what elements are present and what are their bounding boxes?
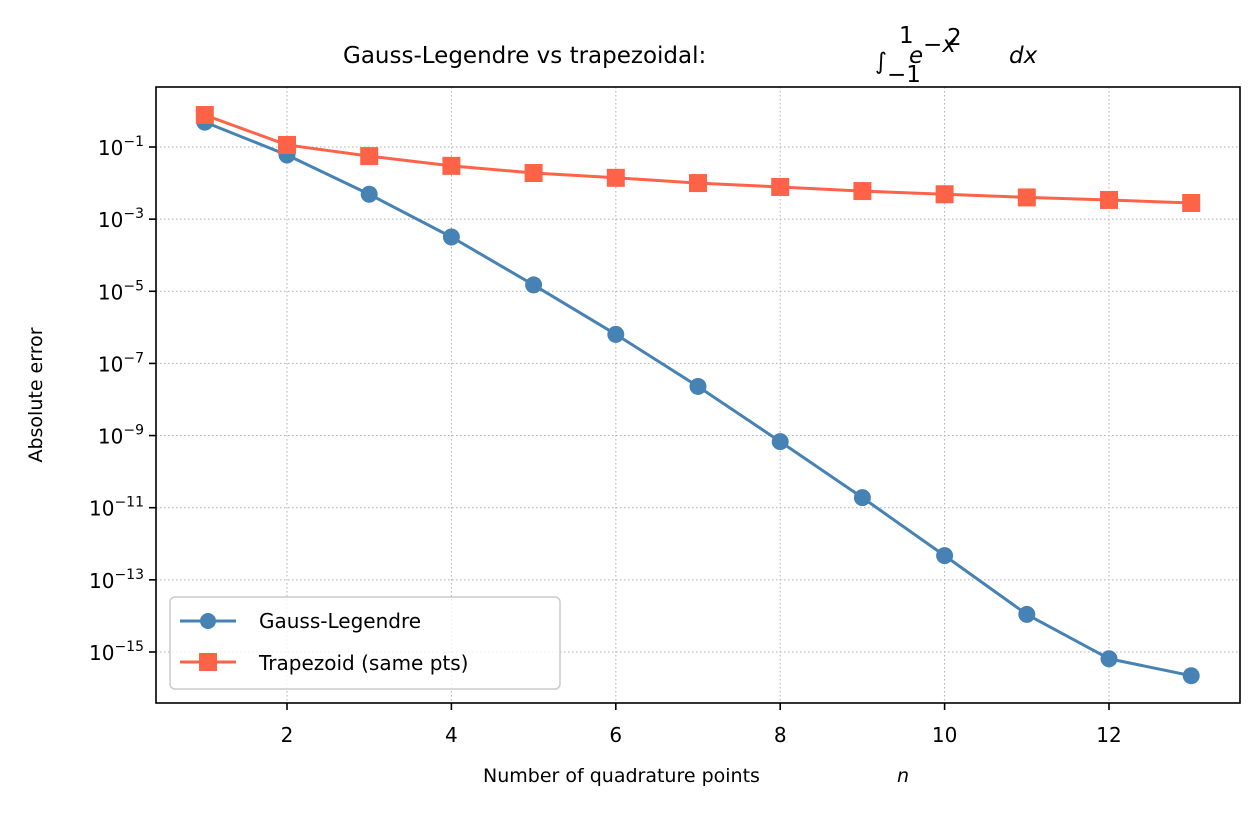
y-tick-label: 10−3 <box>98 206 144 232</box>
y-tick-label: 10−15 <box>89 639 144 665</box>
title-integral-upper: 1 <box>899 23 914 49</box>
title-exponent: −x <box>923 32 956 58</box>
circle-marker-icon <box>200 613 216 629</box>
x-axis-ticks: 2 4 6 8 10 12 <box>281 703 1122 747</box>
y-tick-label: 10−7 <box>98 350 144 376</box>
x-tick-label: 6 <box>609 723 622 747</box>
square-marker-icon <box>606 168 625 187</box>
square-marker-icon <box>195 106 214 125</box>
title-integral-lower: −1 <box>887 62 921 88</box>
y-tick-label: 10−9 <box>98 423 144 449</box>
title-exponent-power: 2 <box>947 25 962 51</box>
x-tick-label: 12 <box>1096 723 1121 747</box>
y-tick-label: 10−5 <box>98 278 144 304</box>
plot-series <box>195 106 1201 685</box>
square-marker-icon <box>771 177 790 196</box>
y-tick-label: 10−1 <box>98 134 144 160</box>
circle-marker-icon <box>442 228 460 246</box>
legend: Gauss-Legendre Trapezoid (same pts) <box>169 596 561 690</box>
title-integral-sign: ∫ <box>875 49 887 75</box>
circle-marker-icon <box>607 325 625 343</box>
circle-marker-icon <box>525 276 543 294</box>
x-tick-label: 4 <box>445 723 458 747</box>
square-marker-icon <box>199 653 217 671</box>
x-axis-label-text: Number of quadrature points <box>483 765 760 787</box>
square-marker-icon <box>360 147 379 166</box>
chart-title: Gauss-Legendre vs trapezoidal: ∫ 1 −1 e … <box>343 23 1038 88</box>
square-marker-icon <box>1182 194 1201 213</box>
x-tick-label: 10 <box>932 723 957 747</box>
square-marker-icon <box>1100 190 1118 209</box>
title-base: e <box>909 43 923 69</box>
series-trapezoid <box>195 106 1201 213</box>
title-text: Gauss-Legendre vs trapezoidal: <box>343 43 706 69</box>
legend-label-gauss: Gauss-Legendre <box>259 609 421 633</box>
circle-marker-icon <box>936 547 954 565</box>
legend-box <box>169 596 561 690</box>
x-tick-label: 8 <box>774 723 787 747</box>
circle-marker-icon <box>360 185 378 203</box>
circle-marker-icon <box>771 433 789 451</box>
title-differential: dx <box>1009 43 1038 69</box>
x-axis-label: Number of quadrature points n <box>483 765 909 787</box>
y-tick-label: 10−11 <box>89 495 144 521</box>
square-marker-icon <box>689 174 707 193</box>
y-axis-ticks: 10−1 10−3 10−5 10−7 10−9 10−11 10−13 10−15 <box>89 134 156 665</box>
legend-item-trapezoid: Trapezoid (same pts) <box>180 651 468 675</box>
circle-marker-icon <box>853 489 871 507</box>
circle-marker-icon <box>689 377 707 395</box>
square-marker-icon <box>524 164 543 183</box>
circle-marker-icon <box>1182 667 1200 685</box>
legend-item-gauss: Gauss-Legendre <box>180 609 421 633</box>
square-marker-icon <box>278 135 296 154</box>
plot-frame <box>155 86 1241 704</box>
square-marker-icon <box>853 182 872 201</box>
circle-marker-icon <box>1018 605 1036 623</box>
series-line <box>204 120 1192 678</box>
x-axis-label-var: n <box>897 765 909 787</box>
series-gauss-legendre <box>196 113 1200 685</box>
x-tick-label: 2 <box>281 723 294 747</box>
square-marker-icon <box>442 156 461 175</box>
circle-marker-icon <box>1100 650 1118 668</box>
legend-label-trapezoid: Trapezoid (same pts) <box>258 651 468 675</box>
y-tick-label: 10−13 <box>89 567 144 593</box>
y-axis-label: Absolute error <box>25 327 47 462</box>
square-marker-icon <box>1017 188 1036 207</box>
square-marker-icon <box>935 185 954 204</box>
